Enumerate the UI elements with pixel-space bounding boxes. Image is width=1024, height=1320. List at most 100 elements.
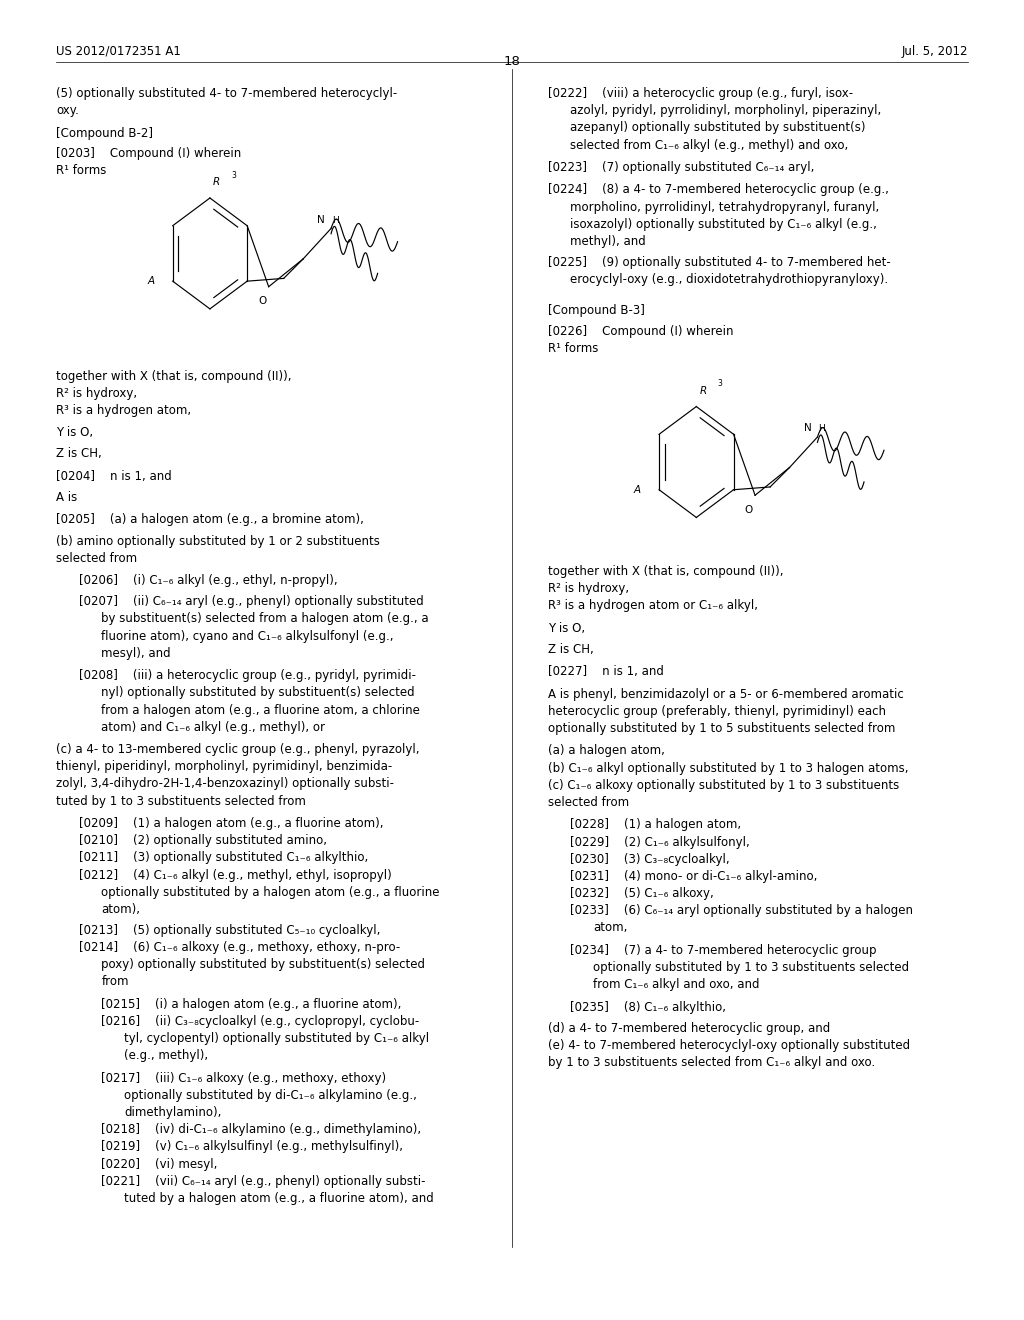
Text: azepanyl) optionally substituted by substituent(s): azepanyl) optionally substituted by subs… <box>570 121 866 135</box>
Text: atom),: atom), <box>101 903 140 916</box>
Text: R: R <box>213 177 220 187</box>
Text: R³ is a hydrogen atom or C₁₋₆ alkyl,: R³ is a hydrogen atom or C₁₋₆ alkyl, <box>548 599 758 612</box>
Text: [0211]    (3) optionally substituted C₁₋₆ alkylthio,: [0211] (3) optionally substituted C₁₋₆ a… <box>79 851 368 865</box>
Text: [0227]    n is 1, and: [0227] n is 1, and <box>548 665 664 678</box>
Text: R: R <box>699 385 707 396</box>
Text: [0230]    (3) C₃₋₈cycloalkyl,: [0230] (3) C₃₋₈cycloalkyl, <box>570 853 730 866</box>
Text: [0224]    (8) a 4- to 7-membered heterocyclic group (e.g.,: [0224] (8) a 4- to 7-membered heterocycl… <box>548 183 889 197</box>
Text: selected from C₁₋₆ alkyl (e.g., methyl) and oxo,: selected from C₁₋₆ alkyl (e.g., methyl) … <box>570 139 849 152</box>
Text: R² is hydroxy,: R² is hydroxy, <box>548 582 629 595</box>
Text: morpholino, pyrrolidinyl, tetrahydropyranyl, furanyl,: morpholino, pyrrolidinyl, tetrahydropyra… <box>570 201 880 214</box>
Text: nyl) optionally substituted by substituent(s) selected: nyl) optionally substituted by substitue… <box>101 686 415 700</box>
Text: [0208]    (iii) a heterocyclic group (e.g., pyridyl, pyrimidi-: [0208] (iii) a heterocyclic group (e.g.,… <box>79 669 416 682</box>
Text: [0232]    (5) C₁₋₆ alkoxy,: [0232] (5) C₁₋₆ alkoxy, <box>570 887 714 900</box>
Text: (5) optionally substituted 4- to 7-membered heterocyclyl-: (5) optionally substituted 4- to 7-membe… <box>56 87 397 100</box>
Text: tyl, cyclopentyl) optionally substituted by C₁₋₆ alkyl: tyl, cyclopentyl) optionally substituted… <box>124 1032 429 1045</box>
Text: Y is O,: Y is O, <box>56 426 93 440</box>
Text: [0225]    (9) optionally substituted 4- to 7-membered het-: [0225] (9) optionally substituted 4- to … <box>548 256 891 269</box>
Text: [0206]    (i) C₁₋₆ alkyl (e.g., ethyl, n-propyl),: [0206] (i) C₁₋₆ alkyl (e.g., ethyl, n-pr… <box>79 574 338 587</box>
Text: dimethylamino),: dimethylamino), <box>124 1106 221 1119</box>
Text: isoxazolyl) optionally substituted by C₁₋₆ alkyl (e.g.,: isoxazolyl) optionally substituted by C₁… <box>570 218 878 231</box>
Text: [0210]    (2) optionally substituted amino,: [0210] (2) optionally substituted amino, <box>79 834 327 847</box>
Text: Z is CH,: Z is CH, <box>56 447 102 461</box>
Text: (a) a halogen atom,: (a) a halogen atom, <box>548 744 665 758</box>
Text: [0229]    (2) C₁₋₆ alkylsulfonyl,: [0229] (2) C₁₋₆ alkylsulfonyl, <box>570 836 751 849</box>
Text: [0212]    (4) C₁₋₆ alkyl (e.g., methyl, ethyl, isopropyl): [0212] (4) C₁₋₆ alkyl (e.g., methyl, eth… <box>79 869 391 882</box>
Text: H: H <box>818 424 825 433</box>
Text: from C₁₋₆ alkyl and oxo, and: from C₁₋₆ alkyl and oxo, and <box>593 978 760 991</box>
Text: tuted by 1 to 3 substituents selected from: tuted by 1 to 3 substituents selected fr… <box>56 795 306 808</box>
Text: 3: 3 <box>718 379 723 388</box>
Text: fluorine atom), cyano and C₁₋₆ alkylsulfonyl (e.g.,: fluorine atom), cyano and C₁₋₆ alkylsulf… <box>101 630 394 643</box>
Text: [0216]    (ii) C₃₋₈cycloalkyl (e.g., cyclopropyl, cyclobu-: [0216] (ii) C₃₋₈cycloalkyl (e.g., cyclop… <box>101 1015 420 1028</box>
Text: (c) C₁₋₆ alkoxy optionally substituted by 1 to 3 substituents: (c) C₁₋₆ alkoxy optionally substituted b… <box>548 779 899 792</box>
Text: (e.g., methyl),: (e.g., methyl), <box>124 1049 208 1063</box>
Text: [0213]    (5) optionally substituted C₅₋₁₀ cycloalkyl,: [0213] (5) optionally substituted C₅₋₁₀ … <box>79 924 380 937</box>
Text: [0207]    (ii) C₆₋₁₄ aryl (e.g., phenyl) optionally substituted: [0207] (ii) C₆₋₁₄ aryl (e.g., phenyl) op… <box>79 595 424 609</box>
Text: [0233]    (6) C₆₋₁₄ aryl optionally substituted by a halogen: [0233] (6) C₆₋₁₄ aryl optionally substit… <box>570 904 913 917</box>
Text: A is phenyl, benzimidazolyl or a 5- or 6-membered aromatic: A is phenyl, benzimidazolyl or a 5- or 6… <box>548 688 903 701</box>
Text: 18: 18 <box>504 55 520 69</box>
Text: together with X (that is, compound (II)),: together with X (that is, compound (II))… <box>548 565 783 578</box>
Text: oxy.: oxy. <box>56 104 79 117</box>
Text: [0219]    (v) C₁₋₆ alkylsulfinyl (e.g., methylsulfinyl),: [0219] (v) C₁₋₆ alkylsulfinyl (e.g., met… <box>101 1140 403 1154</box>
Text: (b) C₁₋₆ alkyl optionally substituted by 1 to 3 halogen atoms,: (b) C₁₋₆ alkyl optionally substituted by… <box>548 762 908 775</box>
Text: from a halogen atom (e.g., a fluorine atom, a chlorine: from a halogen atom (e.g., a fluorine at… <box>101 704 420 717</box>
Text: by 1 to 3 substituents selected from C₁₋₆ alkyl and oxo.: by 1 to 3 substituents selected from C₁₋… <box>548 1056 874 1069</box>
Text: R¹ forms: R¹ forms <box>548 342 598 355</box>
Text: tuted by a halogen atom (e.g., a fluorine atom), and: tuted by a halogen atom (e.g., a fluorin… <box>124 1192 433 1205</box>
Text: [0220]    (vi) mesyl,: [0220] (vi) mesyl, <box>101 1158 218 1171</box>
Text: N: N <box>804 424 811 433</box>
Text: selected from: selected from <box>56 552 137 565</box>
Text: R¹ forms: R¹ forms <box>56 164 106 177</box>
Text: (b) amino optionally substituted by 1 or 2 substituents: (b) amino optionally substituted by 1 or… <box>56 535 380 548</box>
Text: A: A <box>634 484 641 495</box>
Text: Jul. 5, 2012: Jul. 5, 2012 <box>901 45 968 58</box>
Text: methyl), and: methyl), and <box>570 235 646 248</box>
Text: [0231]    (4) mono- or di-C₁₋₆ alkyl-amino,: [0231] (4) mono- or di-C₁₋₆ alkyl-amino, <box>570 870 818 883</box>
Text: Y is O,: Y is O, <box>548 622 585 635</box>
Text: [0217]    (iii) C₁₋₆ alkoxy (e.g., methoxy, ethoxy): [0217] (iii) C₁₋₆ alkoxy (e.g., methoxy,… <box>101 1072 386 1085</box>
Text: O: O <box>258 296 266 306</box>
Text: optionally substituted by 1 to 5 substituents selected from: optionally substituted by 1 to 5 substit… <box>548 722 895 735</box>
Text: [0223]    (7) optionally substituted C₆₋₁₄ aryl,: [0223] (7) optionally substituted C₆₋₁₄ … <box>548 161 814 174</box>
Text: A is: A is <box>56 491 78 504</box>
Text: atom) and C₁₋₆ alkyl (e.g., methyl), or: atom) and C₁₋₆ alkyl (e.g., methyl), or <box>101 721 326 734</box>
Text: [0234]    (7) a 4- to 7-membered heterocyclic group: [0234] (7) a 4- to 7-membered heterocycl… <box>570 944 877 957</box>
Text: optionally substituted by di-C₁₋₆ alkylamino (e.g.,: optionally substituted by di-C₁₋₆ alkyla… <box>124 1089 417 1102</box>
Text: R² is hydroxy,: R² is hydroxy, <box>56 387 137 400</box>
Text: [0215]    (i) a halogen atom (e.g., a fluorine atom),: [0215] (i) a halogen atom (e.g., a fluor… <box>101 998 401 1011</box>
Text: [0205]    (a) a halogen atom (e.g., a bromine atom),: [0205] (a) a halogen atom (e.g., a bromi… <box>56 513 365 527</box>
Text: by substituent(s) selected from a halogen atom (e.g., a: by substituent(s) selected from a haloge… <box>101 612 429 626</box>
Text: atom,: atom, <box>593 921 628 935</box>
Text: azolyl, pyridyl, pyrrolidinyl, morpholinyl, piperazinyl,: azolyl, pyridyl, pyrrolidinyl, morpholin… <box>570 104 882 117</box>
Text: [0214]    (6) C₁₋₆ alkoxy (e.g., methoxy, ethoxy, n-pro-: [0214] (6) C₁₋₆ alkoxy (e.g., methoxy, e… <box>79 941 400 954</box>
Text: [0228]    (1) a halogen atom,: [0228] (1) a halogen atom, <box>570 818 741 832</box>
Text: zolyl, 3,4-dihydro-2H-1,4-benzoxazinyl) optionally substi-: zolyl, 3,4-dihydro-2H-1,4-benzoxazinyl) … <box>56 777 394 791</box>
Text: [0226]    Compound (I) wherein: [0226] Compound (I) wherein <box>548 325 733 338</box>
Text: A: A <box>147 276 155 286</box>
Text: N: N <box>317 215 325 224</box>
Text: (d) a 4- to 7-membered heterocyclic group, and: (d) a 4- to 7-membered heterocyclic grou… <box>548 1022 830 1035</box>
Text: O: O <box>744 504 753 515</box>
Text: optionally substituted by a halogen atom (e.g., a fluorine: optionally substituted by a halogen atom… <box>101 886 440 899</box>
Text: selected from: selected from <box>548 796 629 809</box>
Text: from: from <box>101 975 129 989</box>
Text: Z is CH,: Z is CH, <box>548 643 594 656</box>
Text: optionally substituted by 1 to 3 substituents selected: optionally substituted by 1 to 3 substit… <box>593 961 909 974</box>
Text: poxy) optionally substituted by substituent(s) selected: poxy) optionally substituted by substitu… <box>101 958 425 972</box>
Text: [0235]    (8) C₁₋₆ alkylthio,: [0235] (8) C₁₋₆ alkylthio, <box>570 1001 726 1014</box>
Text: [0218]    (iv) di-C₁₋₆ alkylamino (e.g., dimethylamino),: [0218] (iv) di-C₁₋₆ alkylamino (e.g., di… <box>101 1123 422 1137</box>
Text: R³ is a hydrogen atom,: R³ is a hydrogen atom, <box>56 404 191 417</box>
Text: mesyl), and: mesyl), and <box>101 647 171 660</box>
Text: [0203]    Compound (I) wherein: [0203] Compound (I) wherein <box>56 147 242 160</box>
Text: [0204]    n is 1, and: [0204] n is 1, and <box>56 470 172 483</box>
Text: H: H <box>332 215 339 224</box>
Text: thienyl, piperidinyl, morpholinyl, pyrimidinyl, benzimida-: thienyl, piperidinyl, morpholinyl, pyrim… <box>56 760 392 774</box>
Text: erocyclyl-oxy (e.g., dioxidotetrahydrothiopyranyloxy).: erocyclyl-oxy (e.g., dioxidotetrahydroth… <box>570 273 889 286</box>
Text: together with X (that is, compound (II)),: together with X (that is, compound (II))… <box>56 370 292 383</box>
Text: 3: 3 <box>231 170 237 180</box>
Text: [Compound B-2]: [Compound B-2] <box>56 127 154 140</box>
Text: [Compound B-3]: [Compound B-3] <box>548 304 645 317</box>
Text: [0222]    (viii) a heterocyclic group (e.g., furyl, isox-: [0222] (viii) a heterocyclic group (e.g.… <box>548 87 853 100</box>
